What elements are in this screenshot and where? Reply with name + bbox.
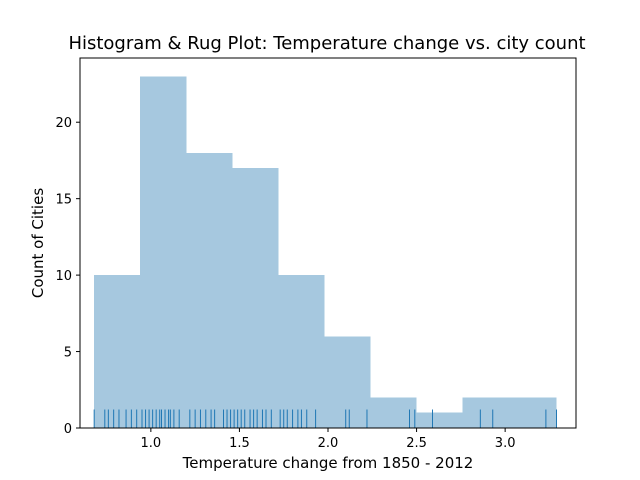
y-tick-label: 0 bbox=[64, 422, 72, 437]
histogram-bar bbox=[462, 397, 509, 428]
y-tick-label: 5 bbox=[64, 346, 72, 361]
histogram-bar bbox=[140, 76, 187, 428]
x-tick-label: 3.0 bbox=[495, 436, 516, 451]
histogram-bar bbox=[278, 275, 325, 428]
y-tick-label: 15 bbox=[55, 193, 72, 208]
histogram-bar bbox=[324, 336, 371, 428]
chart-title: Histogram & Rug Plot: Temperature change… bbox=[68, 33, 585, 54]
x-tick-label: 1.5 bbox=[229, 436, 250, 451]
histogram-bars bbox=[94, 76, 557, 428]
histogram-bar bbox=[508, 397, 557, 428]
histogram-bar bbox=[94, 275, 141, 428]
x-tick-label: 1.0 bbox=[141, 436, 162, 451]
x-axis-ticks: 1.0 1.5 2.0 2.5 3.0 bbox=[141, 428, 516, 451]
y-axis-ticks: 0 5 10 15 20 bbox=[55, 116, 80, 437]
x-tick-label: 2.5 bbox=[406, 436, 427, 451]
y-tick-label: 10 bbox=[55, 269, 72, 284]
y-tick-label: 20 bbox=[55, 116, 72, 131]
y-axis-label: Count of Cities bbox=[29, 188, 47, 298]
histogram-bar bbox=[186, 152, 233, 428]
histogram-bar bbox=[232, 168, 279, 428]
x-tick-label: 2.0 bbox=[318, 436, 339, 451]
rug-marks bbox=[93, 409, 558, 428]
x-axis-label: Temperature change from 1850 - 2012 bbox=[182, 454, 474, 472]
histogram-bar bbox=[370, 397, 417, 428]
histogram-bar bbox=[416, 412, 463, 428]
